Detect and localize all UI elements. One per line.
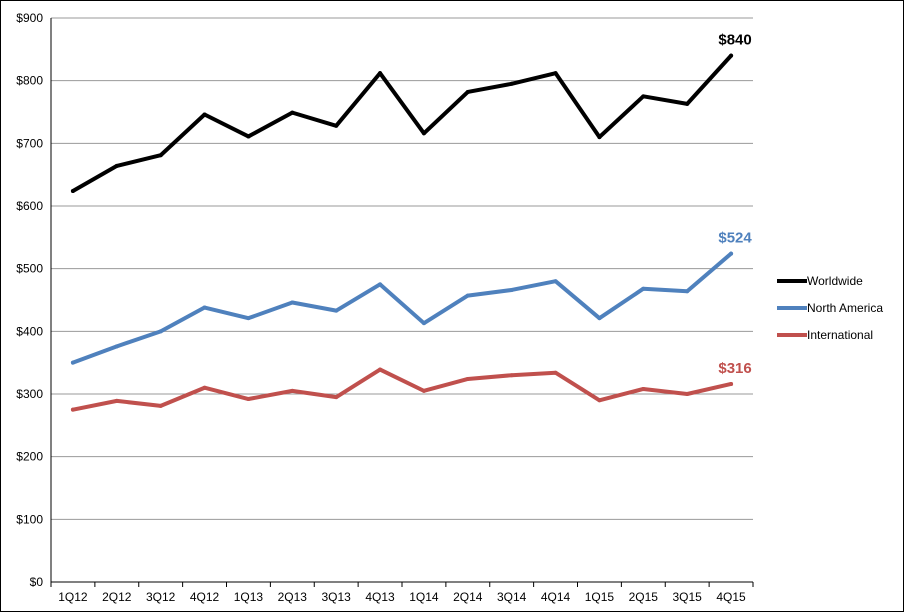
y-tick-label: $200 [16, 450, 43, 464]
data-point [334, 395, 339, 400]
data-point [246, 316, 251, 321]
y-tick-label: $300 [16, 387, 43, 401]
data-point [290, 300, 295, 305]
data-point [334, 123, 339, 128]
x-tick-label: 2Q13 [278, 590, 308, 604]
x-tick-label: 1Q15 [585, 590, 615, 604]
x-tick-label: 1Q14 [409, 590, 439, 604]
data-point [685, 101, 690, 106]
series-line-1 [70, 251, 734, 365]
legend-label: International [807, 328, 873, 342]
data-point [597, 316, 602, 321]
x-tick-label: 4Q13 [365, 590, 395, 604]
data-point [641, 386, 646, 391]
x-tick-label: 3Q15 [673, 590, 703, 604]
data-point [202, 305, 207, 310]
data-point [158, 403, 163, 408]
data-point [290, 388, 295, 393]
data-point [465, 89, 470, 94]
data-point [729, 381, 734, 386]
data-point [685, 289, 690, 294]
data-point [641, 94, 646, 99]
x-tick-label: 2Q15 [629, 590, 659, 604]
end-value-label: $840 [718, 32, 751, 49]
data-point [509, 373, 514, 378]
data-point [70, 360, 75, 365]
data-point [70, 188, 75, 193]
y-tick-label: $700 [16, 136, 43, 150]
data-point [729, 53, 734, 58]
data-point [158, 329, 163, 334]
y-tick-label: $800 [16, 74, 43, 88]
data-point [114, 398, 119, 403]
data-point [114, 163, 119, 168]
data-point [553, 71, 558, 76]
end-value-label: $316 [718, 360, 751, 377]
x-tick-label: 4Q15 [716, 590, 746, 604]
data-point [553, 370, 558, 375]
data-point [465, 293, 470, 298]
y-tick-label: $0 [30, 575, 44, 589]
x-tick-label: 4Q12 [190, 590, 220, 604]
data-point [378, 282, 383, 287]
data-point [378, 71, 383, 76]
end-value-label: $524 [718, 230, 752, 247]
y-tick-label: $400 [16, 324, 43, 338]
data-point [685, 392, 690, 396]
y-tick-label: $100 [16, 512, 43, 526]
data-point [246, 397, 251, 402]
x-tick-label: 3Q13 [322, 590, 352, 604]
data-point [421, 388, 426, 393]
x-tick-label: 1Q13 [234, 590, 264, 604]
y-tick-label: $600 [16, 199, 43, 213]
series-line-0 [70, 53, 734, 193]
x-tick-label: 2Q14 [453, 590, 483, 604]
data-point [641, 286, 646, 291]
data-point [509, 287, 514, 292]
data-point [509, 81, 514, 86]
x-tick-label: 1Q12 [58, 590, 88, 604]
data-point [729, 251, 734, 256]
x-tick-label: 2Q12 [102, 590, 132, 604]
legend-label: North America [807, 301, 883, 315]
data-point [290, 110, 295, 115]
data-point [202, 112, 207, 117]
data-point [158, 153, 163, 158]
data-point [597, 398, 602, 403]
x-tick-label: 3Q14 [497, 590, 527, 604]
y-tick-label: $900 [16, 11, 43, 25]
data-point [378, 367, 383, 372]
data-point [421, 321, 426, 326]
series-line-2 [70, 367, 734, 412]
data-point [246, 134, 251, 139]
data-point [334, 308, 339, 313]
y-tick-label: $500 [16, 262, 43, 276]
data-point [553, 279, 558, 284]
data-point [202, 385, 207, 390]
data-point [114, 344, 119, 349]
x-tick-label: 3Q12 [146, 590, 176, 604]
data-point [597, 135, 602, 140]
legend-label: Worldwide [807, 274, 863, 288]
x-tick-label: 4Q14 [541, 590, 571, 604]
data-point [70, 407, 75, 412]
data-point [465, 376, 470, 381]
data-point [421, 131, 426, 136]
